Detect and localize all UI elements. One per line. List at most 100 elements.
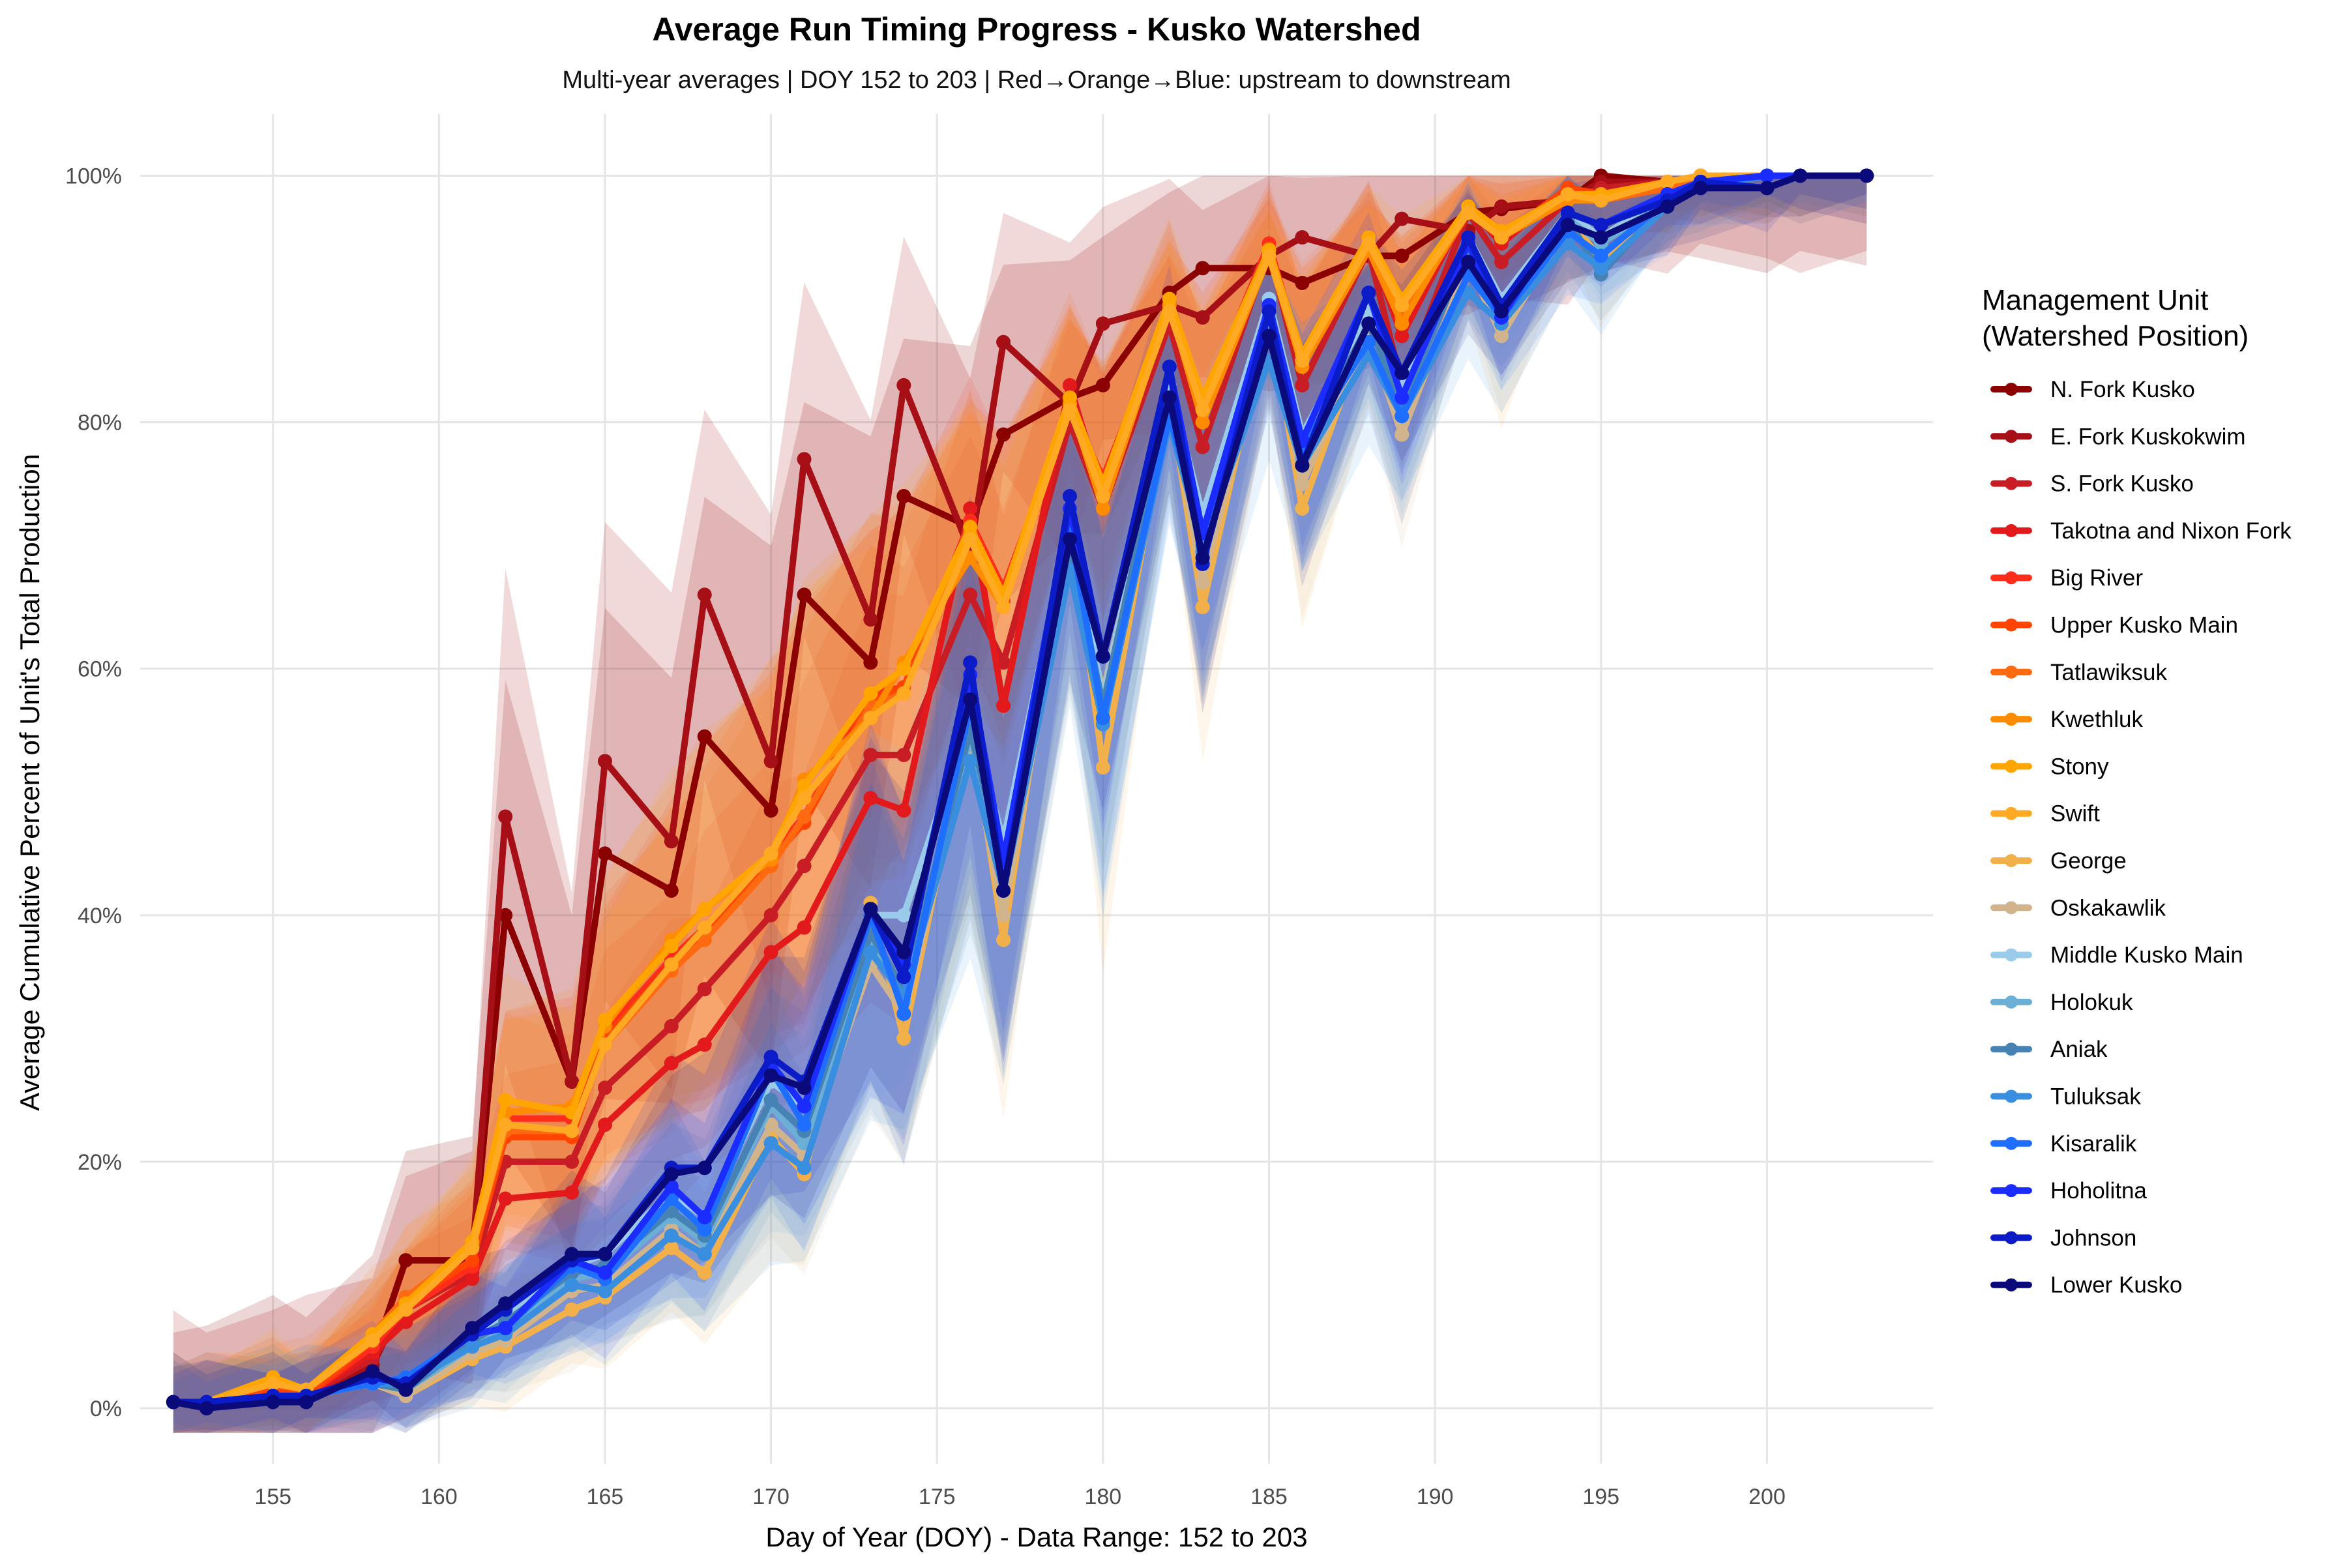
data-point-lower-kusko [863,902,878,917]
legend-swatch-point [2005,1043,2018,1056]
legend-title-line-1: Management Unit [1982,284,2208,316]
data-point-johnson [1162,359,1177,374]
chart-title: Average Run Timing Progress - Kusko Wate… [653,11,1421,48]
data-point-lower-kusko [797,1080,812,1095]
data-point-takotna-and-nixon-fork [697,1037,712,1052]
legend-item-aniak: Aniak [1990,1037,2108,1062]
data-point-takotna-and-nixon-fork [797,920,812,935]
y-tick-label: 80% [78,411,122,436]
data-point-johnson [1062,489,1077,504]
data-point-lower-kusko [1195,550,1210,565]
data-point-n-fork-kusko [763,803,778,818]
data-point-n-fork-kusko [1095,377,1110,392]
legend-item-holokuk: Holokuk [1990,990,2133,1015]
data-point-lower-kusko [1262,329,1277,344]
x-axis-title: Day of Year (DOY) - Data Range: 152 to 2… [765,1522,1307,1552]
data-point-e-fork-kuskokwim [664,834,679,849]
data-point-takotna-and-nixon-fork [963,501,978,516]
ribbon-tatlawiksuk [173,175,1867,1433]
data-point-lower-kusko [1693,181,1708,196]
data-point-s-fork-kusko [763,908,778,923]
data-point-lower-kusko [1395,365,1410,380]
data-point-swift [896,686,911,701]
data-point-kisaralik [1593,248,1608,263]
data-point-tuluksak [697,1247,712,1262]
data-point-s-fork-kusko [664,1018,679,1033]
x-tick-label: 185 [1250,1485,1288,1509]
data-point-n-fork-kusko [398,1253,413,1268]
data-point-aniak [763,1093,778,1108]
data-point-lower-kusko [1560,218,1575,233]
data-point-n-fork-kusko [996,427,1011,442]
data-point-tuluksak [863,945,878,960]
legend: Management Unit (Watershed Position) N. … [1982,284,2292,1298]
ribbon-n-fork-kusko [173,175,1867,1433]
data-point-takotna-and-nixon-fork [498,1191,513,1206]
data-point-swift [1062,402,1077,417]
data-point-e-fork-kuskokwim [763,754,778,769]
legend-item-middle-kusko-main: Middle Kusko Main [1990,943,2243,968]
data-point-george [565,1302,580,1317]
legend-label: Oskakawlik [2050,895,2166,921]
data-point-e-fork-kuskokwim [697,587,712,602]
legend-swatch-point [2005,430,2018,443]
data-point-e-fork-kuskokwim [797,452,812,467]
data-point-george [996,932,1011,947]
data-point-swift [797,791,812,806]
data-point-e-fork-kuskokwim [565,1074,580,1089]
data-point-swift [565,1123,580,1138]
data-point-hoholitna [498,1321,513,1336]
data-point-oskakawlik [1295,477,1310,492]
legend-swatch-point [2005,524,2018,537]
x-tick-label: 200 [1749,1485,1786,1509]
y-tick-label: 20% [78,1150,122,1175]
series-lower-kusko [166,168,1874,1415]
data-point-tuluksak [597,1284,612,1299]
data-point-swift [398,1302,413,1317]
data-point-n-fork-kusko [863,655,878,670]
ribbon-big-river [173,175,1867,1433]
data-point-lower-kusko [1095,649,1110,664]
data-point-george [1295,501,1310,516]
data-point-n-fork-kusko [797,587,812,602]
legend-item-oskakawlik: Oskakawlik [1990,895,2166,921]
ribbon-stony [173,175,1867,1433]
legend-swatch-point [2005,995,2018,1009]
data-point-lower-kusko [1361,316,1376,331]
data-point-s-fork-kusko [963,587,978,602]
data-point-hoholitna [1395,390,1410,405]
x-tick-label: 165 [587,1485,624,1509]
data-point-tatlawiksuk [797,809,812,824]
legend-label: Lower Kusko [2050,1273,2182,1298]
data-point-stony [896,661,911,676]
data-point-lower-kusko [166,1395,181,1410]
data-point-lower-kusko [996,883,1011,898]
data-point-kisaralik [797,1117,812,1132]
data-point-kisaralik [1095,711,1110,726]
data-point-hoholitna [1760,168,1775,183]
data-point-kisaralik [1395,409,1410,424]
data-point-oskakawlik [1195,575,1210,590]
data-point-n-fork-kusko [1195,261,1210,276]
data-point-middle-kusko-main [896,908,911,923]
data-point-kisaralik [697,1222,712,1237]
data-point-lower-kusko [1062,532,1077,547]
legend-swatch-point [2005,760,2018,773]
legend-swatch-point [2005,571,2018,585]
legend-swatch-point [2005,1136,2018,1150]
data-point-johnson [1262,304,1277,319]
x-tick-label: 170 [752,1485,790,1509]
data-point-e-fork-kuskokwim [597,754,612,769]
legend-label: N. Fork Kusko [2050,377,2195,402]
data-point-e-fork-kuskokwim [1095,316,1110,331]
legend-swatch-point [2005,1231,2018,1245]
data-point-lower-kusko [763,1068,778,1083]
x-tick-label: 195 [1582,1485,1619,1509]
legend-item-kisaralik: Kisaralik [1990,1131,2137,1157]
legend-swatch-point [2005,806,2018,820]
data-point-n-fork-kusko [1295,275,1310,290]
data-point-stony [963,520,978,535]
legend-item-swift: Swift [1990,801,2100,827]
data-point-lower-kusko [1295,458,1310,473]
data-point-tuluksak [565,1277,580,1292]
